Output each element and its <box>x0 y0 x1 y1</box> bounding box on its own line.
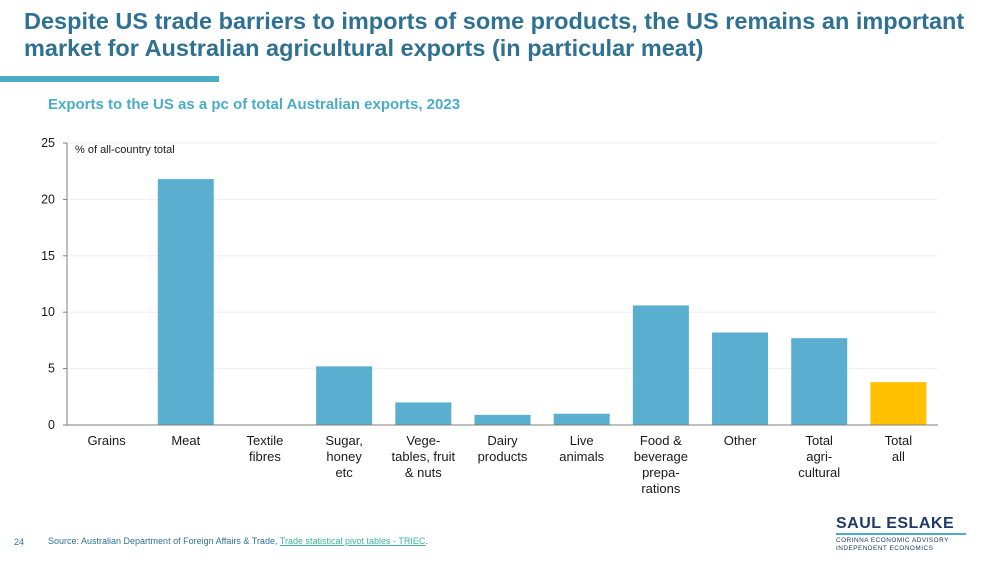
y-tick-label: 5 <box>48 362 55 376</box>
x-tick-label: Textile fibres <box>247 433 284 464</box>
x-tick-label: Total all <box>885 433 913 464</box>
y-tick-label: 25 <box>41 136 55 150</box>
bar-highlight <box>870 382 927 425</box>
x-tick-label: Dairy products <box>478 433 528 464</box>
x-tick-label: Grains <box>87 433 126 448</box>
x-tick-label: Food & beverage prepa-rations <box>634 433 688 496</box>
chart-title: Exports to the US as a pc of total Austr… <box>48 96 461 113</box>
x-tick-label: Meat <box>171 433 200 448</box>
title-accent-rule <box>0 76 219 82</box>
brand-name: SAUL ESLAKE <box>836 515 955 532</box>
x-tick-label: Other <box>724 433 757 448</box>
page-number: 24 <box>14 537 25 547</box>
x-tick-label: Total agri-cultural <box>798 433 840 480</box>
source-prefix: Source: Australian Department of Foreign… <box>48 536 280 546</box>
bar <box>712 332 769 425</box>
brand-rule <box>836 533 966 535</box>
y-tick-label: 20 <box>41 192 55 206</box>
brand-tagline-1: CORINNA ECONOMIC ADVISORY <box>836 537 949 544</box>
y-tick-label: 10 <box>41 305 55 319</box>
bar <box>791 338 848 425</box>
bar <box>157 179 214 425</box>
x-tick-label: Live animals <box>559 433 604 464</box>
source-note: Source: Australian Department of Foreign… <box>48 536 428 546</box>
brand-tagline-2: INDEPENDENT ECONOMICS <box>836 545 934 552</box>
x-tick-label: Sugar, honey etc <box>325 433 363 480</box>
y-axis-label: % of all-country total <box>75 144 175 156</box>
bar <box>632 305 689 425</box>
y-tick-label: 15 <box>41 249 55 263</box>
x-tick-label: Vege-tables, fruit & nuts <box>392 433 456 480</box>
bar <box>474 414 531 425</box>
y-tick-label: 0 <box>48 418 55 432</box>
bar <box>395 402 452 425</box>
bar-chart: 0 5 10 15 20 25 Grains Meat Textile fibres Sugar, h… <box>41 136 938 496</box>
bar <box>553 413 610 425</box>
bar <box>316 366 373 425</box>
source-suffix: . <box>425 536 428 546</box>
slide-title: Despite US trade barriers to imports of … <box>24 8 965 61</box>
source-link[interactable]: Trade statistical pivot tables - TRIEC <box>279 536 426 546</box>
brand-logo: SAUL ESLAKE CORINNA ECONOMIC ADVISORY IN… <box>836 515 968 553</box>
